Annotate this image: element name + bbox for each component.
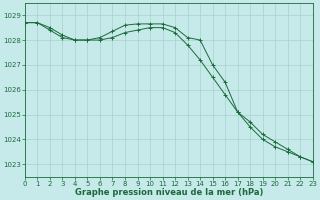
X-axis label: Graphe pression niveau de la mer (hPa): Graphe pression niveau de la mer (hPa) <box>75 188 263 197</box>
